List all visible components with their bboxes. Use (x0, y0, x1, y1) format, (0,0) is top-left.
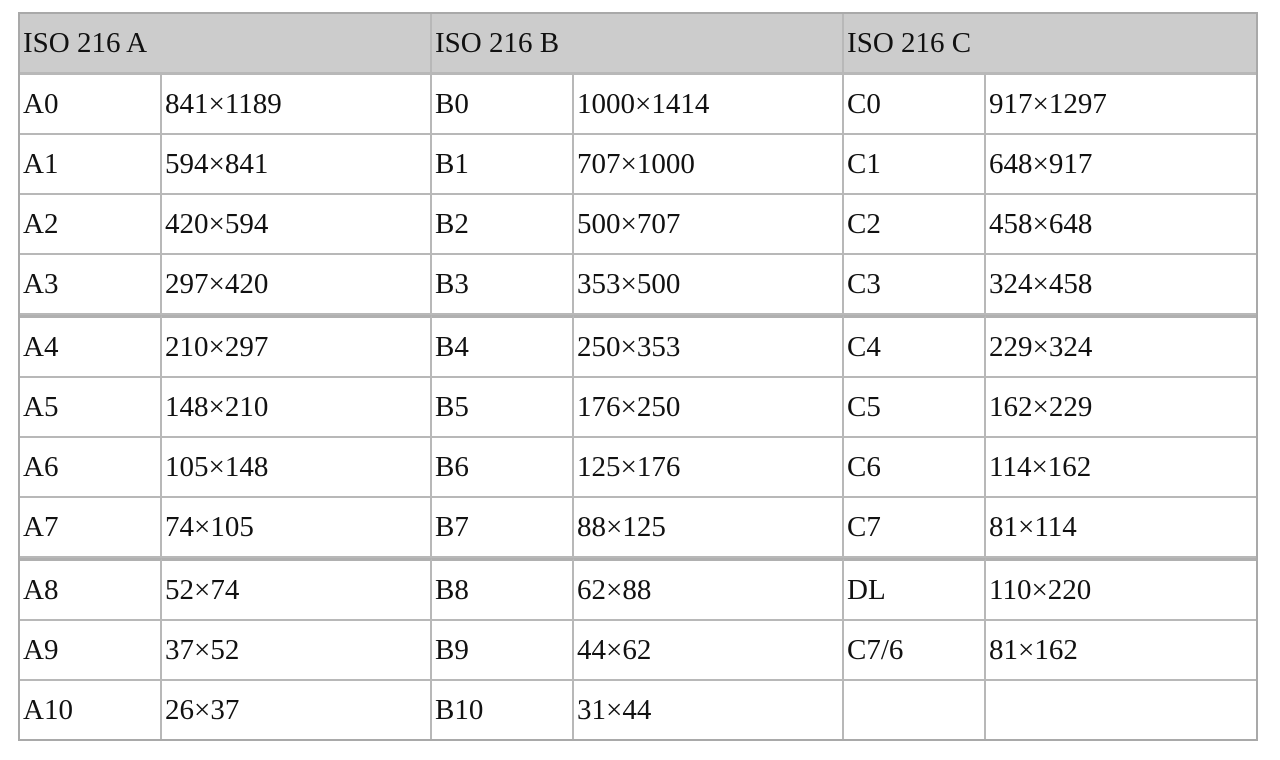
size-dimensions-a: 74×105 (162, 498, 433, 558)
size-dimensions-c: 110×220 (986, 558, 1257, 621)
size-name-b: B1 (432, 135, 575, 195)
size-name-c: C5 (844, 378, 987, 438)
size-dimensions-c: 81×114 (986, 498, 1257, 558)
size-dimensions-b: 44×62 (574, 621, 845, 681)
size-dimensions-b: 62×88 (574, 558, 845, 621)
size-dimensions-b: 1000×1414 (574, 75, 845, 135)
size-name-b: B3 (432, 255, 575, 315)
size-name-b: B2 (432, 195, 575, 255)
table-row: A0 841×1189 B0 1000×1414 C0 917×1297 (20, 75, 1257, 135)
header-iso-216-a: ISO 216 A (20, 14, 433, 75)
size-dimensions-a: 105×148 (162, 438, 433, 498)
size-name-c: DL (844, 558, 987, 621)
size-dimensions-c: 648×917 (986, 135, 1257, 195)
size-dimensions-c (986, 681, 1256, 739)
size-dimensions-a: 210×297 (162, 315, 433, 378)
size-dimensions-c: 162×229 (986, 378, 1257, 438)
size-name-a: A8 (20, 558, 162, 621)
table-row: A10 26×37 B10 31×44 (20, 681, 1256, 739)
size-dimensions-c: 229×324 (986, 315, 1257, 378)
table-row: A4 210×297 B4 250×353 C4 229×324 (20, 315, 1257, 378)
table-row: A1 594×841 B1 707×1000 C1 648×917 (20, 135, 1257, 195)
size-name-b: B5 (432, 378, 575, 438)
table-row: A8 52×74 B8 62×88 DL 110×220 (20, 558, 1257, 621)
paper-sizes-table: ISO 216 A ISO 216 B ISO 216 C A0 841×1189… (18, 12, 1259, 741)
size-dimensions-c: 324×458 (986, 255, 1257, 315)
size-dimensions-a: 297×420 (162, 255, 433, 315)
size-name-b: B6 (432, 438, 575, 498)
size-dimensions-c: 114×162 (986, 438, 1257, 498)
size-name-a: A10 (20, 681, 162, 739)
table-row: A7 74×105 B7 88×125 C7 81×114 (20, 498, 1257, 558)
size-dimensions-b: 176×250 (574, 378, 845, 438)
size-dimensions-b: 353×500 (574, 255, 845, 315)
size-name-a: A9 (20, 621, 162, 681)
size-name-c: C0 (844, 75, 987, 135)
table-header: ISO 216 A ISO 216 B ISO 216 C (20, 14, 1257, 75)
table-row: A5 148×210 B5 176×250 C5 162×229 (20, 378, 1257, 438)
size-dimensions-a: 52×74 (162, 558, 433, 621)
size-dimensions-a: 148×210 (162, 378, 433, 438)
size-dimensions-a: 594×841 (162, 135, 433, 195)
size-name-c: C2 (844, 195, 987, 255)
size-name-b: B10 (432, 681, 575, 739)
table-row: A6 105×148 B6 125×176 C6 114×162 (20, 438, 1257, 498)
size-name-b: B0 (432, 75, 575, 135)
size-name-a: A3 (20, 255, 162, 315)
size-dimensions-a: 37×52 (162, 621, 433, 681)
size-name-a: A5 (20, 378, 162, 438)
size-dimensions-b: 31×44 (574, 681, 845, 739)
size-name-a: A6 (20, 438, 162, 498)
table-row: A2 420×594 B2 500×707 C2 458×648 (20, 195, 1257, 255)
size-name-a: A4 (20, 315, 162, 378)
size-name-a: A2 (20, 195, 162, 255)
size-name-c: C1 (844, 135, 987, 195)
size-dimensions-b: 707×1000 (574, 135, 845, 195)
size-dimensions-b: 125×176 (574, 438, 845, 498)
table-row: A9 37×52 B9 44×62 C7/6 81×162 (20, 621, 1257, 681)
size-name-a: A0 (20, 75, 162, 135)
header-iso-216-b: ISO 216 B (432, 14, 845, 75)
size-name-a: A1 (20, 135, 162, 195)
size-dimensions-b: 88×125 (574, 498, 845, 558)
size-dimensions-a: 26×37 (162, 681, 433, 739)
table-body: A0 841×1189 B0 1000×1414 C0 917×1297 A1 594×841… (20, 75, 1257, 739)
size-name-b: B4 (432, 315, 575, 378)
size-dimensions-c: 81×162 (986, 621, 1257, 681)
size-dimensions-a: 841×1189 (162, 75, 433, 135)
header-iso-216-c: ISO 216 C (844, 14, 1257, 75)
size-name-b: B8 (432, 558, 575, 621)
size-name-c: C3 (844, 255, 987, 315)
header-row: ISO 216 A ISO 216 B ISO 216 C (20, 14, 1257, 75)
table-row: A3 297×420 B3 353×500 C3 324×458 (20, 255, 1257, 315)
size-name-a: A7 (20, 498, 162, 558)
size-name-c: C4 (844, 315, 987, 378)
size-name-c (844, 681, 987, 739)
size-name-b: B9 (432, 621, 575, 681)
size-name-c: C6 (844, 438, 987, 498)
size-dimensions-b: 250×353 (574, 315, 845, 378)
size-dimensions-c: 917×1297 (986, 75, 1257, 135)
size-dimensions-c: 458×648 (986, 195, 1257, 255)
size-name-b: B7 (432, 498, 575, 558)
size-name-c: C7 (844, 498, 987, 558)
size-name-c: C7/6 (844, 621, 987, 681)
size-dimensions-a: 420×594 (162, 195, 433, 255)
size-dimensions-b: 500×707 (574, 195, 845, 255)
